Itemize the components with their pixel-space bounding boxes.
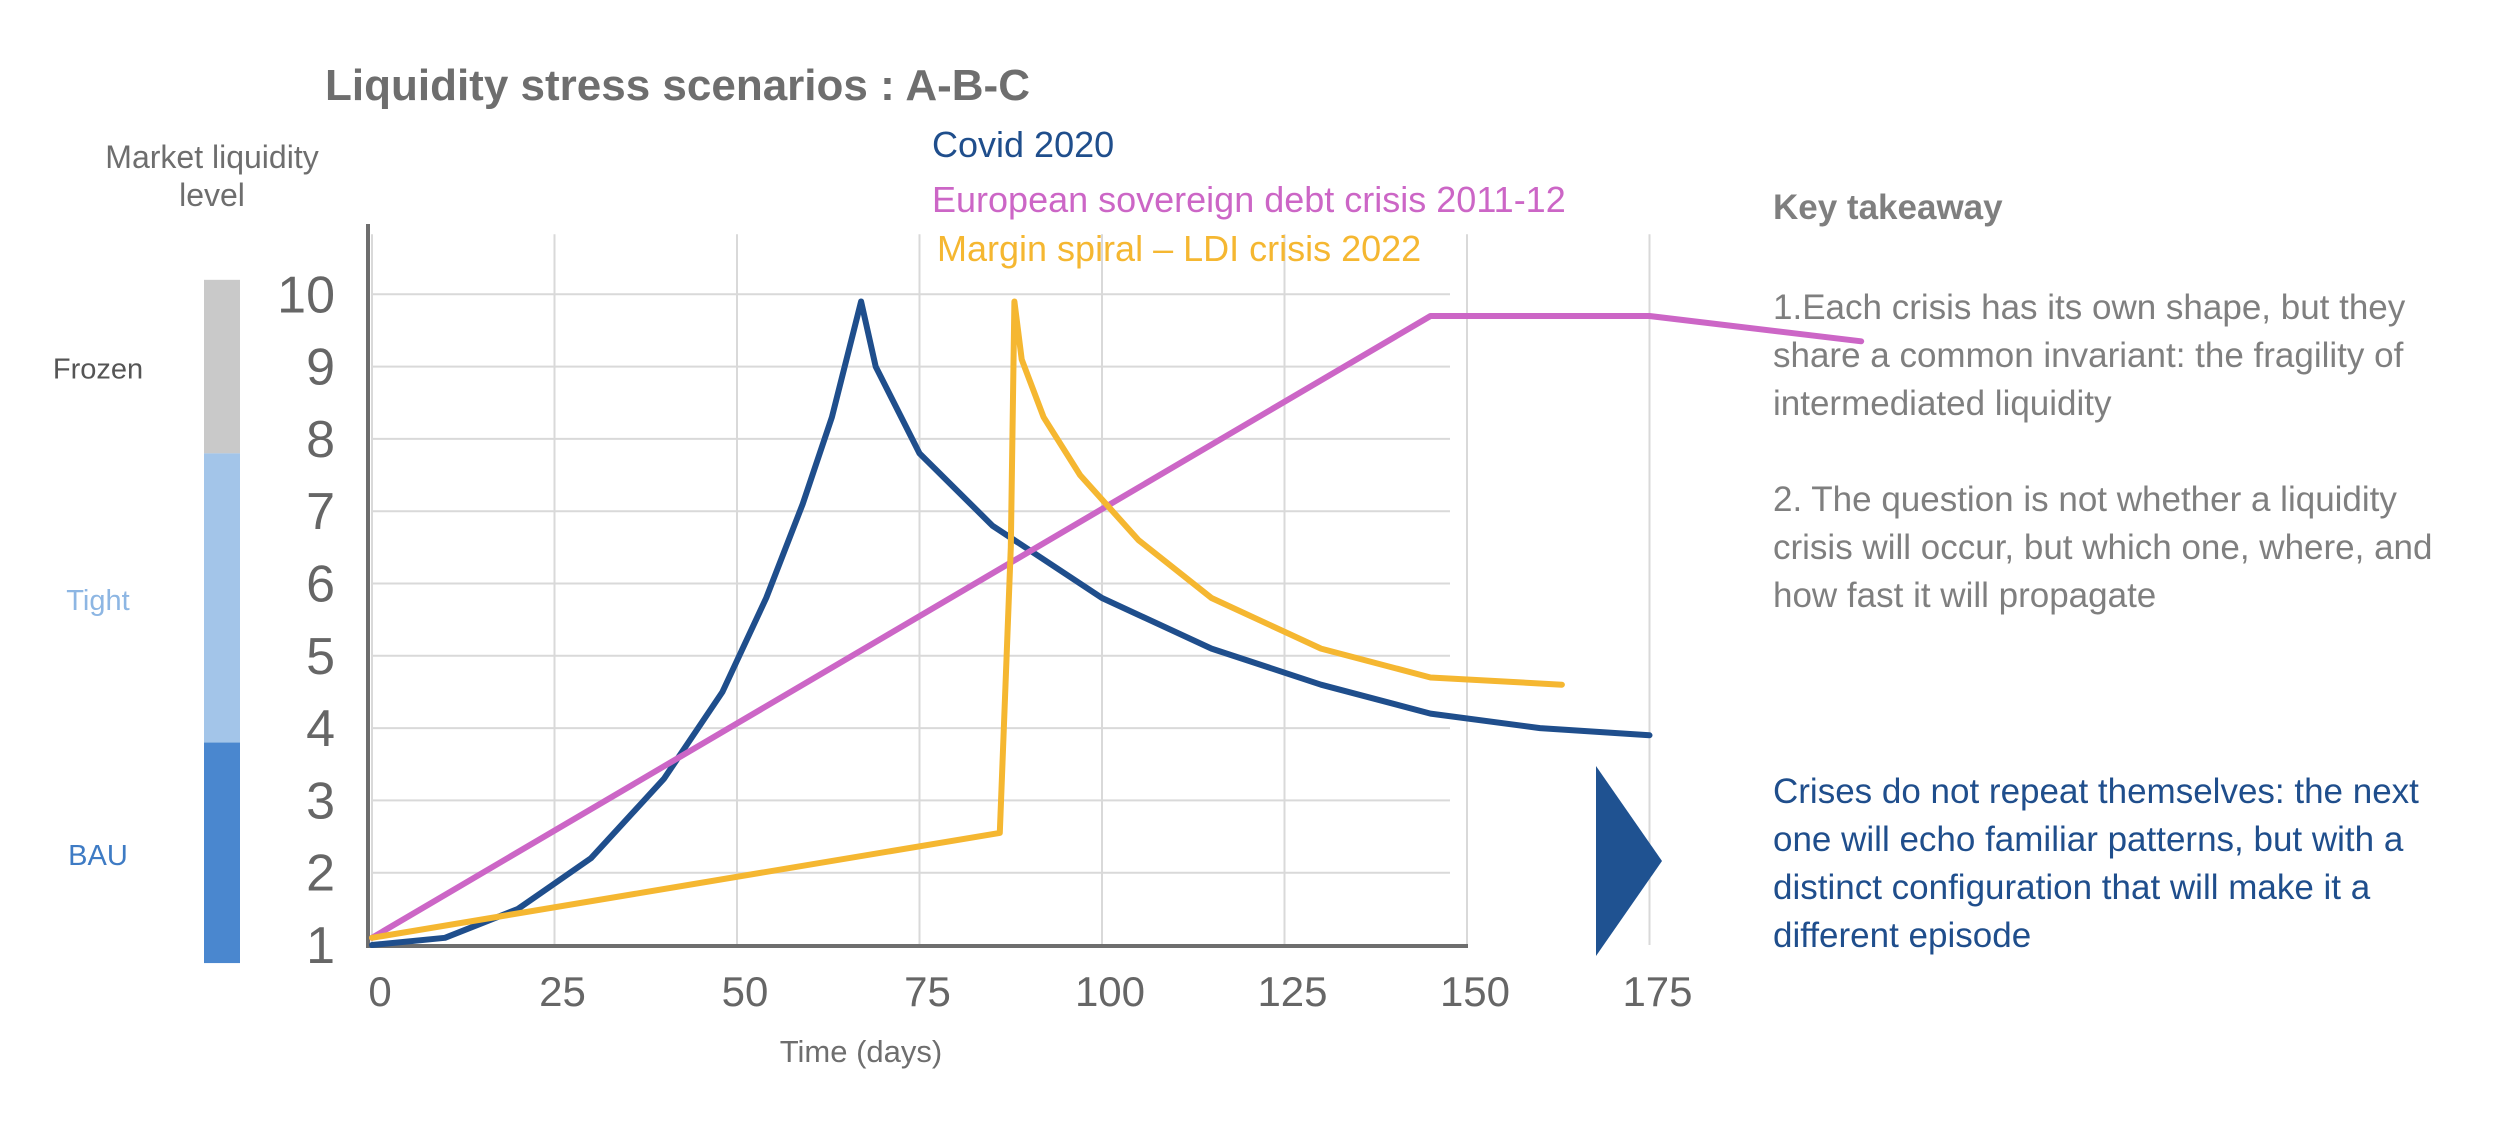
liquidity-band-bau	[204, 742, 240, 964]
right-triangle-arrow-icon	[1596, 766, 1662, 956]
legend-european-sovereign-debt-crisis-2011-12: European sovereign debt crisis 2011-12	[932, 179, 1566, 220]
y-axis-label: Market liquidity level	[105, 139, 318, 213]
x-tick-label: 175	[1622, 968, 1692, 1015]
y-tick-label: 6	[306, 556, 335, 614]
y-tick-label: 4	[306, 700, 335, 758]
takeaway-conclusion: Crises do not repeat themselves: the nex…	[1773, 772, 2419, 955]
y-tick-label: 2	[306, 845, 335, 903]
takeaway-point-2: 2. The question is not whether a liquidi…	[1773, 480, 2433, 615]
x-tick-label: 0	[368, 968, 391, 1015]
x-tick-label: 75	[904, 968, 951, 1015]
series-line-european-sovereign-debt-crisis-2011-12	[369, 313, 1865, 941]
liquidity-band-label: Tight	[66, 585, 129, 617]
key-takeaway-title: Key takeaway	[1773, 188, 2003, 227]
y-tick-label: 3	[306, 772, 335, 830]
liquidity-band-label: BAU	[68, 840, 128, 872]
series-line-margin-spiral-ldi-crisis-2022	[369, 298, 1565, 941]
liquidity-band-label: Frozen	[53, 354, 143, 386]
x-tick-label: 150	[1440, 968, 1510, 1015]
y-tick-label: 7	[306, 483, 335, 541]
legend-covid-2020: Covid 2020	[932, 124, 1114, 165]
y-tick-label: 5	[306, 628, 335, 686]
legend-margin-spiral-ldi-crisis-2022: Margin spiral – LDI crisis 2022	[937, 228, 1421, 269]
x-axis-label: Time (days)	[780, 1034, 942, 1069]
x-tick-label: 125	[1257, 968, 1327, 1015]
y-tick-label: 8	[306, 411, 335, 469]
x-tick-label: 50	[722, 968, 769, 1015]
y-tick-label: 9	[306, 339, 335, 397]
liquidity-band-tight	[204, 453, 240, 743]
chart-title: Liquidity stress scenarios : A-B-C	[325, 61, 1030, 110]
liquidity-band-frozen	[204, 279, 240, 454]
x-tick-label: 25	[539, 968, 586, 1015]
takeaway-point-1: 1.Each crisis has its own shape, but the…	[1773, 288, 2406, 423]
y-tick-label: 1	[306, 917, 335, 975]
x-tick-label: 100	[1075, 968, 1145, 1015]
series-line-covid-2020	[369, 298, 1653, 948]
y-tick-label: 10	[277, 266, 335, 324]
